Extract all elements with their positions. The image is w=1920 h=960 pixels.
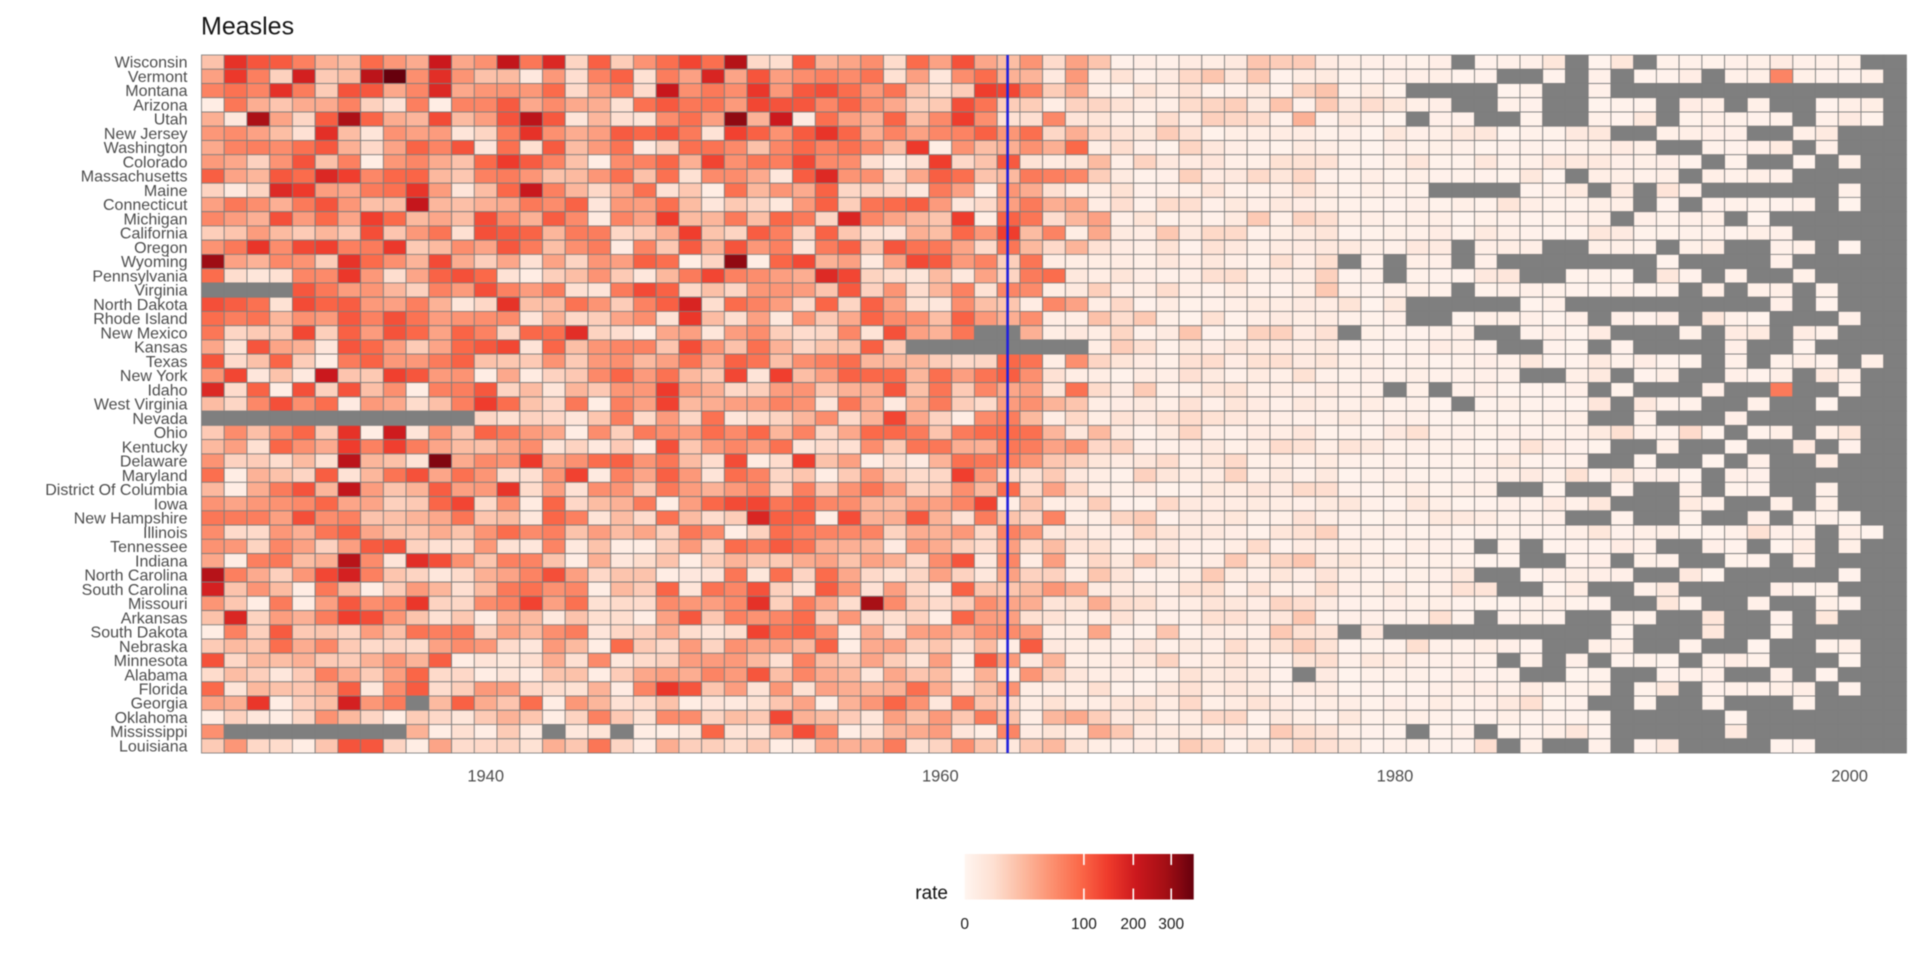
svg-text:Arizona: Arizona <box>133 98 187 115</box>
svg-text:Mississippi: Mississippi <box>110 724 187 741</box>
svg-text:2000: 2000 <box>1831 768 1868 786</box>
svg-text:Utah: Utah <box>154 112 188 129</box>
svg-text:Wisconsin: Wisconsin <box>115 55 188 72</box>
svg-text:Oregon: Oregon <box>134 240 187 257</box>
svg-text:Kentucky: Kentucky <box>122 439 188 456</box>
svg-text:Pennsylvania: Pennsylvania <box>92 268 187 285</box>
svg-text:Florida: Florida <box>139 682 188 699</box>
svg-text:New Jersey: New Jersey <box>104 126 188 143</box>
svg-text:Maryland: Maryland <box>122 468 188 485</box>
svg-text:Kansas: Kansas <box>134 340 187 357</box>
svg-text:Oklahoma: Oklahoma <box>115 710 188 727</box>
svg-text:rate: rate <box>915 883 948 904</box>
svg-text:Rhode Island: Rhode Island <box>93 311 187 328</box>
svg-text:Nebraska: Nebraska <box>119 639 188 656</box>
svg-text:Wyoming: Wyoming <box>121 254 188 271</box>
svg-text:Connecticut: Connecticut <box>103 197 188 214</box>
svg-text:West Virginia: West Virginia <box>94 397 188 414</box>
svg-text:300: 300 <box>1158 916 1184 933</box>
svg-text:Iowa: Iowa <box>154 496 188 513</box>
svg-text:Idaho: Idaho <box>147 382 187 399</box>
svg-text:New York: New York <box>120 368 189 385</box>
svg-text:Louisiana: Louisiana <box>119 739 188 756</box>
svg-text:Tennessee: Tennessee <box>110 539 187 556</box>
svg-text:North Dakota: North Dakota <box>93 297 187 314</box>
svg-text:Ohio: Ohio <box>154 425 188 442</box>
svg-text:New Mexico: New Mexico <box>100 325 187 342</box>
svg-text:1980: 1980 <box>1377 768 1414 786</box>
svg-text:District Of Columbia: District Of Columbia <box>45 482 187 499</box>
svg-text:Measles: Measles <box>201 13 294 41</box>
svg-text:California: California <box>120 226 188 243</box>
svg-text:Colorado: Colorado <box>123 154 188 171</box>
svg-text:Nevada: Nevada <box>132 411 187 428</box>
svg-text:200: 200 <box>1120 916 1146 933</box>
svg-text:1940: 1940 <box>467 768 504 786</box>
svg-text:Vermont: Vermont <box>128 69 188 86</box>
svg-text:South Dakota: South Dakota <box>91 625 188 642</box>
svg-text:Texas: Texas <box>146 354 188 371</box>
svg-text:Virginia: Virginia <box>134 283 187 300</box>
svg-text:Georgia: Georgia <box>131 696 188 713</box>
svg-text:100: 100 <box>1071 916 1097 933</box>
svg-text:North Carolina: North Carolina <box>84 568 187 585</box>
svg-text:Arkansas: Arkansas <box>121 610 188 627</box>
svg-text:South Carolina: South Carolina <box>82 582 188 599</box>
svg-text:0: 0 <box>960 916 969 933</box>
svg-text:Montana: Montana <box>125 83 187 100</box>
svg-text:1960: 1960 <box>922 768 959 786</box>
svg-text:Minnesota: Minnesota <box>114 653 188 670</box>
svg-text:Maine: Maine <box>144 183 188 200</box>
svg-text:Missouri: Missouri <box>128 596 188 613</box>
svg-text:New Hampshire: New Hampshire <box>74 511 188 528</box>
svg-text:Massachusetts: Massachusetts <box>81 169 188 186</box>
svg-text:Michigan: Michigan <box>123 211 187 228</box>
svg-text:Indiana: Indiana <box>135 553 188 570</box>
svg-text:Alabama: Alabama <box>124 667 187 684</box>
svg-text:Illinois: Illinois <box>143 525 187 542</box>
svg-text:Delaware: Delaware <box>120 454 188 471</box>
svg-text:Washington: Washington <box>104 140 188 157</box>
